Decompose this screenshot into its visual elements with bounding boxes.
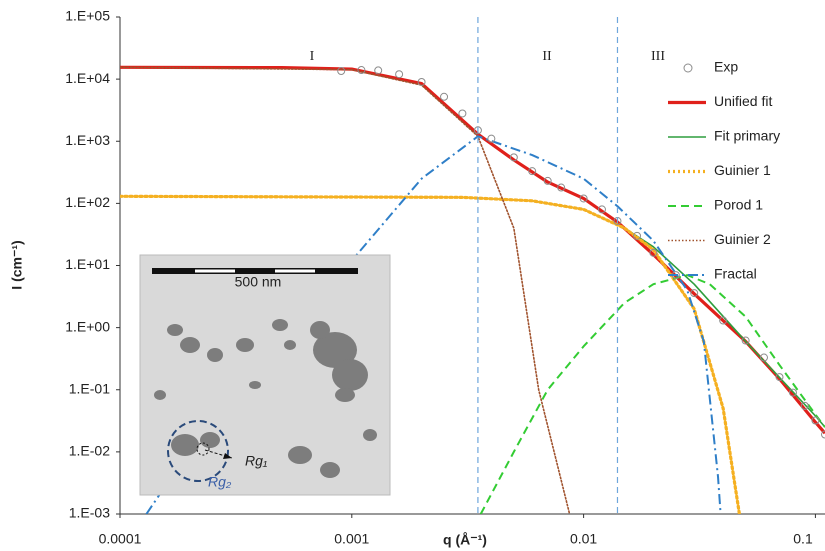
x-tick-label: 0.001: [334, 531, 369, 547]
data-point: [509, 153, 518, 162]
series-line: [479, 274, 825, 514]
x-axis-label: q (Å⁻¹): [443, 532, 487, 548]
data-point: [395, 70, 404, 79]
scale-bar: [152, 268, 358, 274]
data-point: [473, 126, 482, 135]
data-point: [417, 77, 426, 86]
y-axis-label: I (cm⁻¹): [9, 240, 25, 289]
particles: [154, 319, 377, 478]
data-point: [357, 66, 366, 75]
rg2-circle: [167, 420, 229, 482]
data-point: [649, 248, 658, 257]
y-tick-label: 1.E+01: [65, 256, 110, 272]
rg2-label: Rg₂: [208, 474, 232, 490]
data-point: [458, 109, 467, 118]
data-point: [741, 336, 750, 345]
x-tick-label: 0.01: [570, 531, 597, 547]
y-tick-label: 1.E+04: [65, 70, 110, 86]
x-tick-label: 0.0001: [99, 531, 142, 547]
data-point: [775, 373, 784, 382]
data-point: [788, 388, 797, 397]
y-tick-label: 1.E+00: [65, 318, 110, 334]
inset-image: 500 nm Rg₁ Rg₂: [139, 254, 391, 496]
region-label: I: [310, 49, 315, 64]
legend-marker: [683, 63, 693, 73]
data-point: [557, 183, 566, 192]
rg1-circle: [196, 442, 210, 456]
data-point: [337, 67, 346, 76]
legend-label: Fit primary: [714, 128, 780, 144]
rg1-label: Rg₁: [245, 453, 268, 469]
y-tick-label: 1.E-03: [69, 505, 110, 521]
y-tick-label: 1.E+05: [65, 8, 110, 24]
data-point: [528, 167, 537, 176]
data-point: [374, 66, 383, 75]
data-point: [597, 205, 606, 214]
data-point: [690, 289, 699, 298]
data-point: [633, 231, 642, 240]
data-point: [543, 176, 552, 185]
region-label: III: [651, 49, 665, 64]
data-point: [800, 401, 809, 410]
data-point: [719, 316, 728, 325]
series-line: [120, 194, 741, 514]
scale-bar-gap: [195, 269, 235, 273]
data-point: [579, 194, 588, 203]
rg1-arrowhead: [223, 453, 232, 459]
legend-label: Guinier 1: [714, 162, 771, 178]
y-tick-label: 1.E-02: [69, 443, 110, 459]
data-point: [440, 92, 449, 101]
y-tick-label: 1.E+03: [65, 132, 110, 148]
legend-label: Unified fit: [714, 93, 772, 109]
data-point: [811, 416, 820, 425]
scale-bar-gap: [275, 269, 315, 273]
y-tick-label: 1.E+02: [65, 194, 110, 210]
scale-label: 500 nm: [235, 274, 282, 290]
data-point: [759, 353, 768, 362]
x-tick-label: 0.1: [793, 531, 813, 547]
data-point: [487, 134, 496, 143]
legend-label: Guinier 2: [714, 231, 771, 247]
legend-label: Exp: [714, 59, 738, 75]
legend-label: Fractal: [714, 266, 757, 282]
y-tick-label: 1.E-01: [69, 380, 110, 396]
region-label: II: [542, 49, 552, 64]
data-point: [821, 430, 825, 439]
legend-label: Porod 1: [714, 197, 763, 213]
